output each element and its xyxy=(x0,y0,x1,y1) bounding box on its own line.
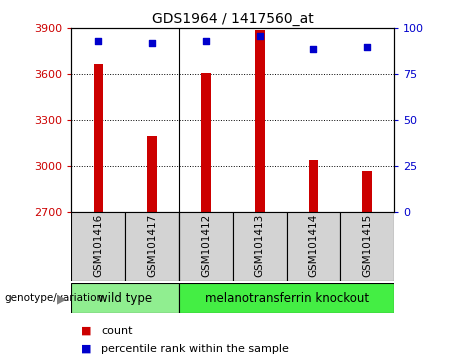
Text: GSM101413: GSM101413 xyxy=(254,214,265,277)
Text: percentile rank within the sample: percentile rank within the sample xyxy=(101,344,290,354)
Text: wild type: wild type xyxy=(98,292,152,305)
Bar xyxy=(125,212,179,281)
Bar xyxy=(71,212,125,281)
Text: ▶: ▶ xyxy=(57,292,67,305)
Bar xyxy=(71,283,179,313)
Bar xyxy=(255,30,265,212)
Text: genotype/variation: genotype/variation xyxy=(5,293,104,303)
Text: GSM101414: GSM101414 xyxy=(308,214,319,277)
Bar xyxy=(309,160,318,212)
Bar xyxy=(94,64,103,212)
Bar xyxy=(362,171,372,212)
Bar xyxy=(148,136,157,212)
Bar xyxy=(340,212,394,281)
Title: GDS1964 / 1417560_at: GDS1964 / 1417560_at xyxy=(152,12,313,26)
Text: GSM101415: GSM101415 xyxy=(362,214,372,277)
Text: GSM101417: GSM101417 xyxy=(147,214,157,277)
Text: count: count xyxy=(101,326,133,336)
Bar xyxy=(179,283,394,313)
Point xyxy=(256,33,263,39)
Point xyxy=(364,44,371,50)
Point xyxy=(148,40,156,46)
Bar xyxy=(201,73,211,212)
Bar xyxy=(287,212,340,281)
Point xyxy=(202,38,210,44)
Point xyxy=(310,46,317,51)
Bar xyxy=(233,212,287,281)
Point xyxy=(95,38,102,44)
Text: GSM101416: GSM101416 xyxy=(93,214,103,277)
Text: melanotransferrin knockout: melanotransferrin knockout xyxy=(205,292,369,305)
Text: ■: ■ xyxy=(81,344,91,354)
Bar xyxy=(179,212,233,281)
Text: GSM101412: GSM101412 xyxy=(201,214,211,277)
Text: ■: ■ xyxy=(81,326,91,336)
